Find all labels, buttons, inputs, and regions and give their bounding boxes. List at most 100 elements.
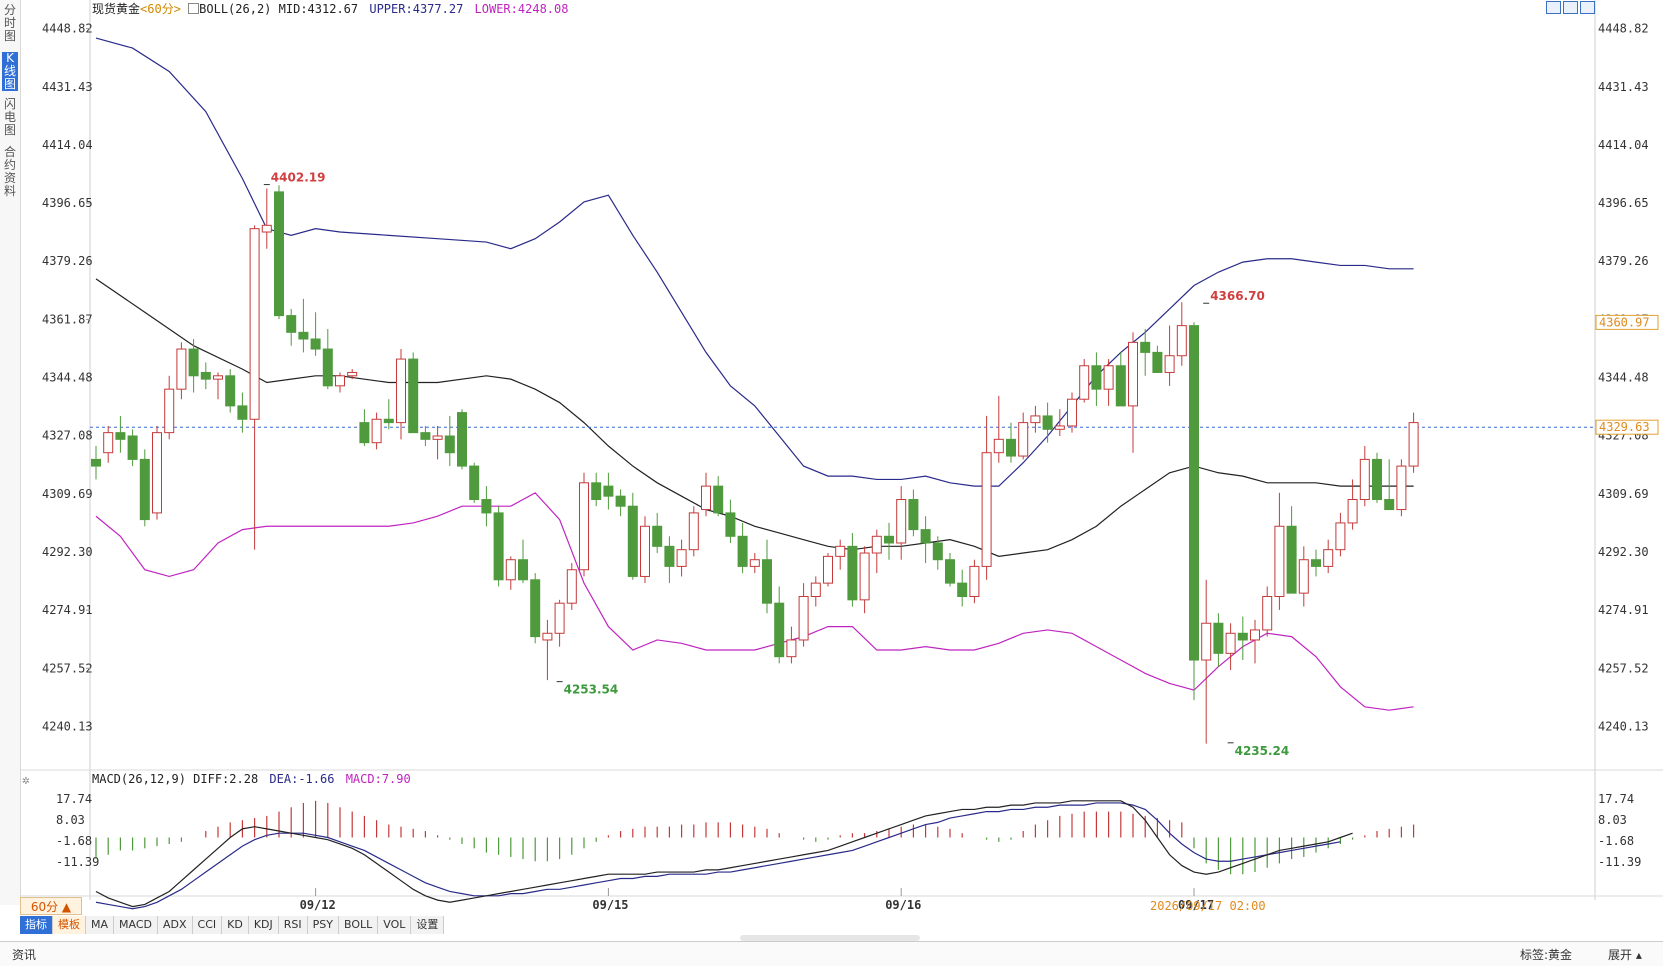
candle-body <box>725 512 736 537</box>
candle-body <box>957 582 968 597</box>
candle-body <box>713 485 724 514</box>
candle-body <box>579 482 589 571</box>
boll-indicator-name[interactable]: BOLL(26,2) <box>199 2 272 16</box>
left-tab-strip: 分时图 K线图 闪电图 合约资料 <box>0 0 21 905</box>
candle-body <box>762 559 772 604</box>
candle-body <box>127 435 138 460</box>
y-tick-right: 4344.48 <box>1598 371 1649 385</box>
macd-tick-left: -1.68 <box>56 834 92 848</box>
tab-vol[interactable]: VOL <box>378 916 412 934</box>
extreme-label: 4402.19 <box>271 171 326 185</box>
candle-body <box>1140 341 1151 353</box>
candle-body <box>652 525 663 547</box>
candle-body <box>1274 525 1285 597</box>
candle-body <box>1408 422 1419 467</box>
candle-body <box>981 452 992 567</box>
tab-ma[interactable]: MA <box>86 916 115 934</box>
candle-body <box>347 371 358 377</box>
candle-body <box>1103 365 1114 390</box>
candle-body <box>1323 549 1334 567</box>
macd-tick-right: 17.74 <box>1598 792 1634 806</box>
candle-body <box>249 228 260 420</box>
tab-macd[interactable]: MACD <box>114 916 158 934</box>
tab-adx[interactable]: ADX <box>158 916 193 934</box>
macd-indicator-name[interactable]: MACD(26,12,9) <box>92 772 186 786</box>
chart-canvas: 4448.82 4448.82 4431.43 4431.43 4414.04 4414.… <box>20 0 1663 912</box>
zoom-out-icon[interactable] <box>1563 1 1578 14</box>
candle-body <box>1152 351 1163 373</box>
tab-indicator[interactable]: 指标 <box>20 916 53 934</box>
candle-body <box>310 338 321 350</box>
candle-body <box>335 375 345 387</box>
tab-kdj[interactable]: KDJ <box>248 916 279 934</box>
horizontal-scrollbar[interactable] <box>740 935 920 941</box>
tab-psy[interactable]: PSY <box>307 916 339 934</box>
extreme-label: 4253.54 <box>564 683 619 697</box>
candle-body <box>749 559 760 567</box>
tab-template[interactable]: 模板 <box>53 916 86 934</box>
candle-body <box>688 512 699 551</box>
candle-body <box>152 432 162 514</box>
tab-settings[interactable]: 设置 <box>411 916 445 934</box>
scroll-icon[interactable] <box>1580 1 1595 14</box>
candle-body <box>1079 365 1090 400</box>
candle-body <box>1396 465 1407 511</box>
macd-tick-left: 8.03 <box>56 813 85 827</box>
candle-body <box>261 224 272 233</box>
boll-upper-line <box>95 37 1414 487</box>
candle-body <box>457 412 467 467</box>
candle-body <box>774 602 785 658</box>
dea-line <box>95 802 1341 910</box>
period-button[interactable]: 60分 ▲ <box>20 897 82 915</box>
tab-kd[interactable]: KD <box>222 916 249 934</box>
x-tick-label: 09/17 <box>1178 898 1214 912</box>
candle-body <box>1164 355 1175 373</box>
candle-body <box>1067 398 1077 427</box>
y-tick-left: 4396.65 <box>42 196 93 210</box>
candle-body <box>969 565 980 597</box>
settings-gear-icon[interactable]: ✲ <box>22 773 30 788</box>
extreme-label: 4366.70 <box>1210 289 1265 303</box>
diff-label: DIFF: <box>193 772 230 786</box>
candle-body <box>810 582 821 597</box>
candle-body <box>469 465 480 501</box>
candle-body <box>139 458 150 521</box>
candle-body <box>530 579 541 638</box>
candle-body <box>591 482 602 501</box>
extreme-label: 4235.24 <box>1235 744 1290 758</box>
instrument-name: 现货黄金 <box>92 2 141 16</box>
y-tick-left: 4240.13 <box>42 719 93 733</box>
candle-body <box>554 602 565 634</box>
tab-kline[interactable]: K线图 <box>2 51 18 91</box>
y-tick-right: 4396.65 <box>1598 196 1649 210</box>
candle-body <box>1176 325 1187 357</box>
tab-rsi[interactable]: RSI <box>278 916 308 934</box>
candle-body <box>1347 499 1358 524</box>
expand-button[interactable]: 展开 ▴ <box>1608 948 1642 962</box>
tab-flash[interactable]: 闪电图 <box>3 97 16 137</box>
candle-body <box>1115 365 1126 407</box>
boll-icon <box>188 3 200 14</box>
upper-value: 4377.27 <box>412 2 464 16</box>
dea-value: -1.66 <box>298 772 335 786</box>
tab-intraday[interactable]: 分时图 <box>3 3 16 43</box>
lower-value: 4248.08 <box>517 2 569 16</box>
x-tick-label: 09/16 <box>885 898 921 912</box>
y-tick-left: 4274.91 <box>42 603 93 617</box>
news-link[interactable]: 资讯 <box>12 948 37 962</box>
candle-body <box>676 549 687 567</box>
x-tick-label: 09/15 <box>592 898 628 912</box>
candle-body <box>432 435 443 440</box>
candle-body <box>1042 415 1053 430</box>
lower-label: LOWER: <box>474 2 518 16</box>
candle-body <box>1335 522 1346 551</box>
candle-body <box>1213 622 1224 654</box>
candle-body <box>932 542 943 561</box>
tab-contract-info[interactable]: 合约资料 <box>3 145 16 198</box>
candle-body <box>1250 629 1260 641</box>
zoom-in-icon[interactable] <box>1546 1 1561 14</box>
mid-label: MID: <box>278 2 308 16</box>
candle-body <box>701 485 711 511</box>
tab-cci[interactable]: CCI <box>192 916 223 934</box>
tab-boll[interactable]: BOLL <box>338 916 379 934</box>
